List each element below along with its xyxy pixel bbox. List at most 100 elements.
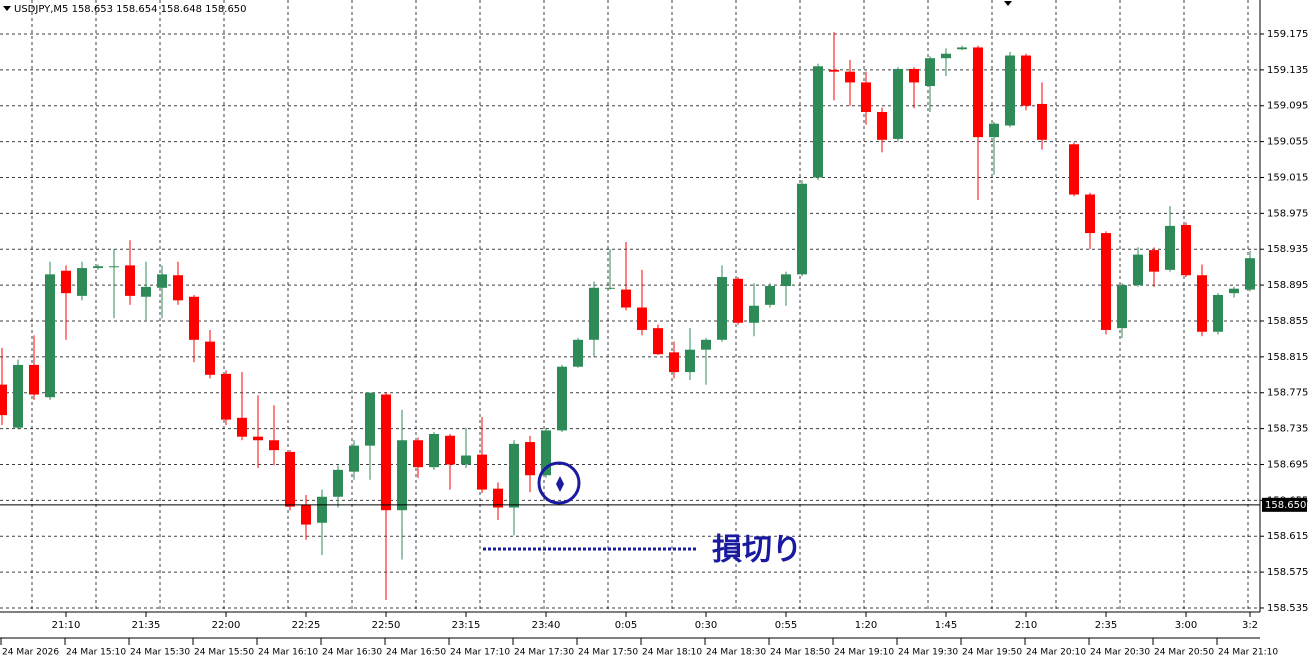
date-label: 24 Mar 21:10 <box>1218 648 1278 658</box>
candle-body <box>173 275 183 301</box>
candle-body <box>1197 275 1207 332</box>
candle-body <box>1229 288 1239 294</box>
date-label: 24 Mar 19:10 <box>834 648 894 658</box>
date-label: 24 Mar 18:30 <box>706 648 766 658</box>
candle-body <box>637 307 647 330</box>
candle-body <box>1021 55 1031 106</box>
candle-body <box>365 392 375 446</box>
candles <box>0 32 1255 600</box>
x-tick-label: 0:30 <box>695 620 717 631</box>
date-label: 24 Mar 18:50 <box>770 648 830 658</box>
y-tick-label: 159.095 <box>1267 101 1308 112</box>
x-tick-label: 0:55 <box>775 620 797 631</box>
candle-body <box>301 504 311 525</box>
candle-body <box>1085 194 1095 234</box>
candle-body <box>493 488 503 508</box>
x-tick-label: 1:45 <box>935 620 957 631</box>
candle-body <box>1245 258 1255 290</box>
candle-body <box>989 123 999 138</box>
y-tick-label: 158.735 <box>1267 424 1308 435</box>
candle-body <box>877 112 887 140</box>
y-tick-label: 158.695 <box>1267 459 1308 470</box>
candle-body <box>509 443 519 508</box>
date-label: 24 Mar 19:30 <box>898 648 958 658</box>
candle-body <box>941 53 951 59</box>
candle-body <box>221 373 231 420</box>
candle-body <box>909 68 919 83</box>
candle-body <box>813 66 823 178</box>
candle-body <box>317 496 327 523</box>
candle-body <box>845 71 855 83</box>
candle-body <box>765 286 775 305</box>
candle-body <box>237 417 247 437</box>
candle-body <box>125 265 135 296</box>
candle-body <box>381 394 391 511</box>
candle-body <box>621 289 631 308</box>
date-label: 24 Mar 17:10 <box>450 648 510 658</box>
y-tick-label: 158.855 <box>1267 316 1308 327</box>
date-label: 24 Mar 20:50 <box>1154 648 1214 658</box>
date-label: 24 Mar 16:50 <box>386 648 446 658</box>
candle-body <box>1165 225 1175 270</box>
date-label: 24 Mar 20:30 <box>1090 648 1150 658</box>
candle-body <box>797 183 807 275</box>
candle-body <box>781 274 791 287</box>
candle-body <box>109 266 119 268</box>
candle-body <box>653 328 663 355</box>
date-label: 24 Mar 16:30 <box>322 648 382 658</box>
candle-body <box>349 445 359 472</box>
x-tick-label: 23:40 <box>532 620 561 631</box>
candle-body <box>141 286 151 297</box>
candle-body <box>77 268 87 296</box>
candle-body <box>205 341 215 375</box>
chart-title: USDJPY,M5 158.653 158.654 158.648 158.65… <box>14 4 247 15</box>
candle-body <box>93 266 103 269</box>
date-label: 24 Mar 17:50 <box>578 648 638 658</box>
candle-body <box>573 339 583 367</box>
x-tick-label: 3:2 <box>1242 620 1258 631</box>
symbol-icon <box>3 6 11 11</box>
candle-body <box>925 58 935 87</box>
candle-body <box>285 451 295 507</box>
candle-body <box>541 430 551 476</box>
candle-body <box>253 436 263 441</box>
date-label: 24 Mar 20:10 <box>1026 648 1086 658</box>
candle-body <box>701 339 711 350</box>
date-label: 24 Mar 16:10 <box>258 648 318 658</box>
candle-body <box>13 364 23 428</box>
date-label: 24 Mar 15:30 <box>130 648 190 658</box>
candle-body <box>333 469 343 497</box>
y-tick-label: 159.055 <box>1267 137 1308 148</box>
y-tick-label: 158.615 <box>1267 531 1308 542</box>
candle-body <box>1037 103 1047 140</box>
candle-body <box>1005 55 1015 126</box>
stop-marker <box>556 476 564 492</box>
candle-body <box>0 384 7 416</box>
candle-body <box>157 274 167 288</box>
date-label: 24 Mar 19:50 <box>962 648 1022 658</box>
candle-body <box>61 270 71 294</box>
x-tick-label: 1:20 <box>855 620 877 631</box>
x-tick-label: 21:35 <box>132 620 161 631</box>
candle-body <box>1117 285 1127 329</box>
candle-body <box>733 278 743 323</box>
date-label: 24 Mar 15:10 <box>66 648 126 658</box>
x-tick-label: 21:10 <box>52 620 81 631</box>
x-tick-label: 2:35 <box>1095 620 1117 631</box>
candle-body <box>749 305 759 323</box>
y-tick-label: 158.975 <box>1267 208 1308 219</box>
x-tick-label: 2:10 <box>1015 620 1037 631</box>
y-tick-label: 158.935 <box>1267 244 1308 255</box>
candle-body <box>413 440 423 468</box>
y-tick-label: 158.575 <box>1267 567 1308 578</box>
candle-body <box>1069 144 1079 195</box>
x-tick-label: 22:50 <box>372 620 401 631</box>
y-tick-label: 158.775 <box>1267 388 1308 399</box>
candle-body <box>717 277 727 340</box>
annotation: 損切り <box>712 533 802 568</box>
candle-body <box>973 47 983 138</box>
candle-body <box>829 69 839 72</box>
date-label: 24 Mar 15:50 <box>194 648 254 658</box>
